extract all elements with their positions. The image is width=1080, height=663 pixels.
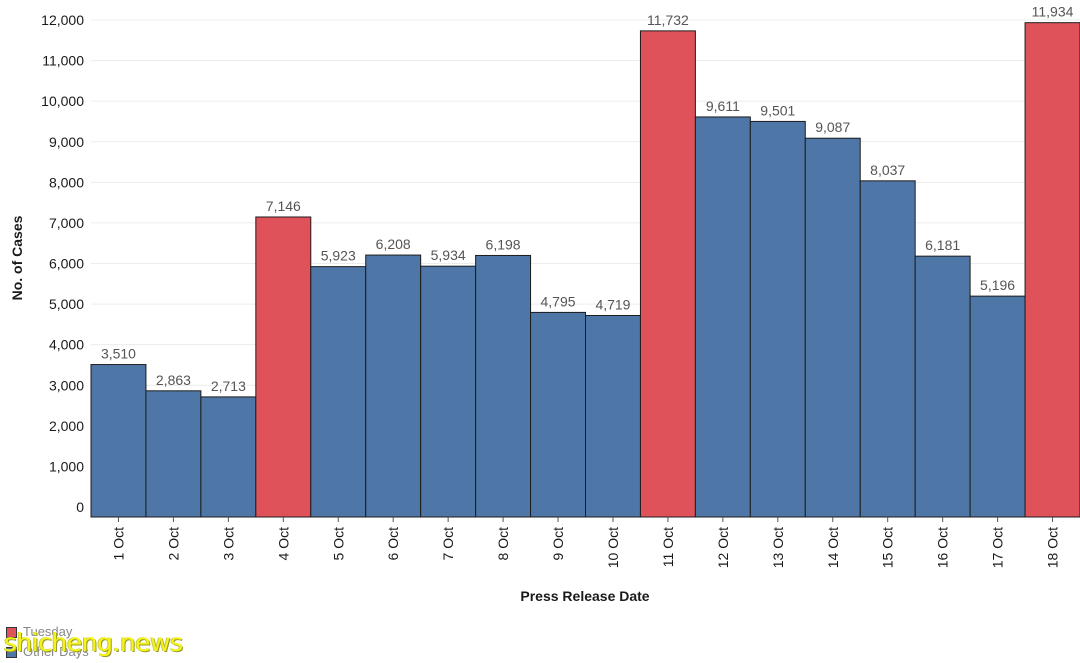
- data-label: 9,611: [706, 98, 740, 114]
- y-tick-label: 5,000: [49, 296, 84, 312]
- y-axis-title: No. of Cases: [9, 215, 25, 300]
- data-label: 5,923: [321, 248, 356, 264]
- data-label: 2,863: [156, 372, 191, 388]
- x-tick-label: 2 Oct: [165, 527, 181, 561]
- x-tick-label: 8 Oct: [495, 527, 511, 561]
- data-label: 5,934: [431, 247, 466, 263]
- y-tick-label: 7,000: [49, 215, 84, 231]
- x-axis-title: Press Release Date: [520, 588, 649, 604]
- data-label: 3,510: [101, 346, 136, 362]
- data-label: 11,934: [1032, 4, 1074, 20]
- y-tick-label: 6,000: [49, 256, 84, 272]
- legend-swatch-other-days: [6, 646, 17, 658]
- x-tick-label: 3 Oct: [220, 527, 236, 561]
- x-tick-label: 14 Oct: [825, 527, 841, 568]
- bar-18-oct[interactable]: [1024, 22, 1080, 518]
- bar-17-oct[interactable]: [969, 295, 1026, 518]
- legend-swatch-tuesday: [6, 626, 17, 638]
- bar-14-oct[interactable]: [804, 137, 861, 518]
- x-tick-label: 13 Oct: [770, 527, 786, 568]
- bar-10-oct[interactable]: [585, 314, 641, 518]
- data-label: 6,198: [486, 236, 521, 252]
- bar-8-oct[interactable]: [475, 254, 532, 518]
- x-axis-ticks: 1 Oct 2 Oct 3 Oct 4 Oct 5 Oct 6 Oct 7 Oct 8 Oct…: [110, 517, 1061, 568]
- data-label: 2,713: [211, 378, 246, 394]
- x-tick-label: 12 Oct: [715, 527, 731, 568]
- data-label: 4,719: [595, 296, 630, 312]
- bar-15-oct[interactable]: [859, 180, 916, 518]
- x-tick-label: 17 Oct: [990, 527, 1006, 568]
- legend-item-other-days[interactable]: Other Days: [6, 642, 89, 662]
- bar-2-oct[interactable]: [145, 390, 202, 518]
- x-tick-label: 7 Oct: [440, 527, 456, 561]
- bar-12-oct[interactable]: [694, 116, 751, 518]
- data-label: 5,196: [980, 277, 1015, 293]
- x-tick-label: 6 Oct: [385, 527, 401, 561]
- y-tick-label: 12,000: [41, 12, 84, 28]
- bar-6-oct[interactable]: [365, 254, 422, 518]
- data-label: 6,181: [925, 237, 960, 253]
- y-tick-label: 1,000: [49, 458, 84, 474]
- y-tick-label: 0: [76, 499, 84, 515]
- bar-4-oct[interactable]: [255, 216, 312, 518]
- y-tick-label: 4,000: [49, 337, 84, 353]
- bar-16-oct[interactable]: [914, 255, 971, 518]
- legend-label-other-days: Other Days: [23, 644, 89, 659]
- x-tick-label: 9 Oct: [550, 527, 566, 561]
- data-label: 11,732: [647, 12, 689, 28]
- bar-5-oct[interactable]: [310, 266, 367, 518]
- data-label: 7,146: [266, 198, 301, 214]
- legend-item-tuesday[interactable]: Tuesday: [6, 622, 89, 642]
- y-axis-ticks: 0 1,000 2,000 3,000 4,000 5,000 6,000 7,000 8,00…: [41, 12, 84, 515]
- bar-7-oct[interactable]: [420, 265, 477, 518]
- y-tick-label: 8,000: [49, 174, 84, 190]
- x-tick-label: 4 Oct: [275, 527, 291, 561]
- y-tick-label: 3,000: [49, 377, 84, 393]
- data-label: 6,208: [376, 236, 411, 252]
- x-tick-label: 18 Oct: [1045, 527, 1061, 568]
- legend: Tuesday Other Days: [6, 622, 89, 662]
- x-tick-label: 16 Oct: [935, 527, 951, 568]
- x-tick-label: 11 Oct: [660, 527, 676, 567]
- bar-9-oct[interactable]: [530, 311, 586, 518]
- x-tick-label: 5 Oct: [330, 527, 346, 561]
- x-tick-label: 1 Oct: [110, 527, 126, 561]
- data-label: 9,501: [760, 102, 795, 118]
- data-label: 4,795: [541, 293, 576, 309]
- y-tick-label: 11,000: [42, 53, 84, 69]
- bar-1-oct[interactable]: [90, 364, 147, 518]
- y-tick-label: 2,000: [49, 418, 84, 434]
- legend-label-tuesday: Tuesday: [23, 624, 73, 639]
- bar-11-oct[interactable]: [639, 30, 696, 518]
- data-label: 9,087: [815, 119, 850, 135]
- y-tick-label: 10,000: [41, 93, 84, 109]
- x-tick-label: 15 Oct: [880, 527, 896, 568]
- bar-3-oct[interactable]: [200, 396, 257, 518]
- bars: [90, 22, 1080, 518]
- x-tick-label: 10 Oct: [605, 527, 621, 568]
- bar-13-oct[interactable]: [749, 120, 806, 518]
- data-labels: 3,510 2,863 2,713 7,146 5,923 6,208 5,934 6,198…: [101, 4, 1074, 394]
- data-label: 8,037: [870, 162, 905, 178]
- y-tick-label: 9,000: [49, 134, 84, 150]
